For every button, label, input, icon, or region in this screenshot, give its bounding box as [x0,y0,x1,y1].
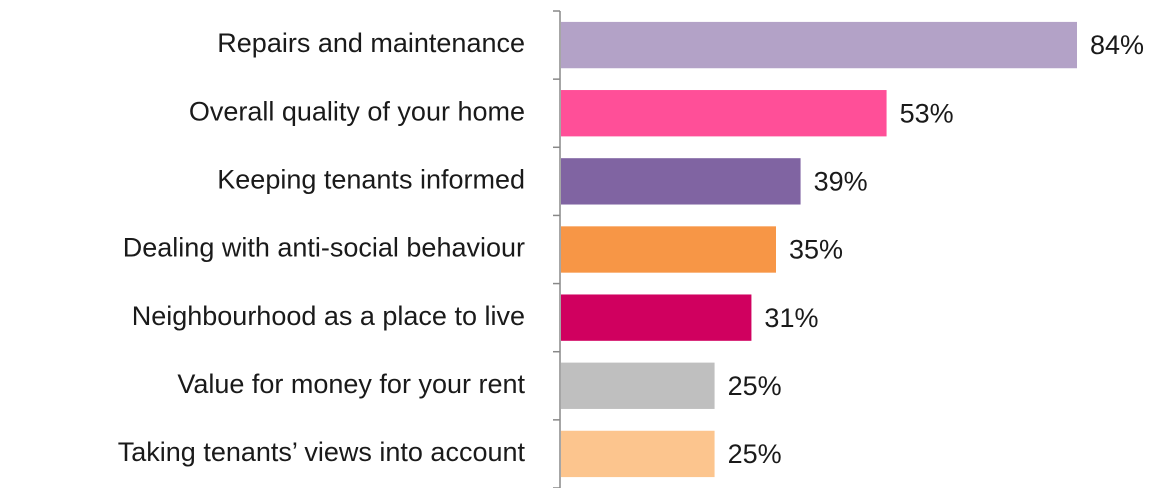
value-label: 25% [728,371,782,401]
category-label: Neighbourhood as a place to live [132,301,525,331]
category-label: Keeping tenants informed [217,164,525,194]
bar [561,430,715,478]
category-label: Overall quality of your home [189,96,525,126]
value-label: 39% [814,166,868,196]
value-label: 35% [789,235,843,265]
bar [561,362,715,409]
value-label: 53% [900,98,954,128]
bar [561,158,801,205]
category-label: Taking tenants’ views into account [118,437,526,467]
category-label: Value for money for your rent [177,369,525,399]
category-label: Repairs and maintenance [217,28,525,58]
bar [561,21,1077,69]
bar [561,294,752,341]
value-label: 25% [728,439,782,469]
bar [561,226,776,273]
category-label: Dealing with anti-social behaviour [123,233,525,263]
value-label: 31% [764,303,818,333]
bar [561,90,887,137]
value-label: 84% [1090,30,1144,60]
